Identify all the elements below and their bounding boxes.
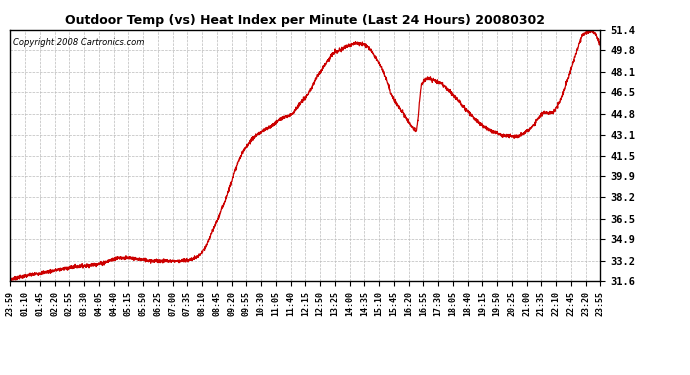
Title: Outdoor Temp (vs) Heat Index per Minute (Last 24 Hours) 20080302: Outdoor Temp (vs) Heat Index per Minute … — [66, 15, 545, 27]
Text: Copyright 2008 Cartronics.com: Copyright 2008 Cartronics.com — [13, 38, 145, 46]
